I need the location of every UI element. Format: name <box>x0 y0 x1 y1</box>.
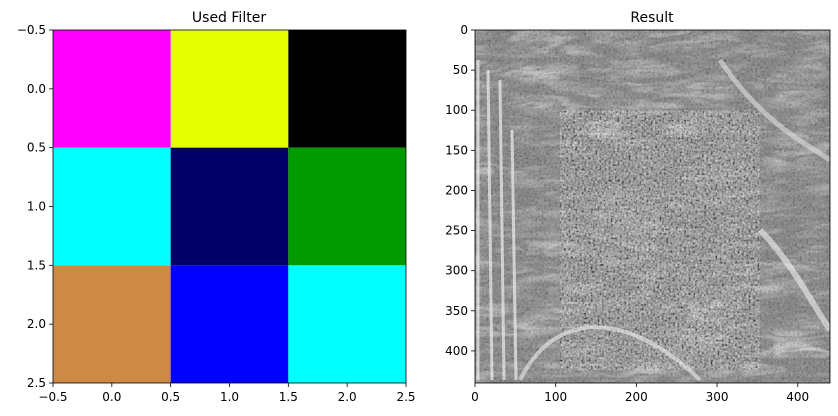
filter-y-tick-label: 0.0 <box>27 82 46 96</box>
filter-x-tick-label: 1.5 <box>279 390 298 404</box>
filter-y-tick-label: 0.5 <box>27 141 46 155</box>
result-x-tick-label: 300 <box>706 390 729 404</box>
filter-y-tick-label: 2.5 <box>27 376 46 390</box>
filter-x-tick-label: −0.5 <box>38 390 67 404</box>
result-image <box>475 30 830 383</box>
result-x-tick-label: 200 <box>625 390 648 404</box>
filter-cell-r0-c0 <box>53 30 171 148</box>
filter-cell-r2-c2 <box>288 265 406 383</box>
filter-x-axis: −0.5 0.0 0.5 1.0 1.5 2.0 2.5 <box>38 383 416 404</box>
filter-y-tick-label: 1.5 <box>27 258 46 272</box>
filter-x-tick-label: 2.5 <box>396 390 415 404</box>
filter-panel-title: Used Filter <box>192 10 266 26</box>
filter-cell-r1-c2 <box>288 147 406 266</box>
result-x-tick-label: 100 <box>544 390 567 404</box>
result-x-axis: 0 100 200 300 400 <box>471 383 809 404</box>
filter-y-tick-label: 2.0 <box>27 317 46 331</box>
filter-panel: Used Filter −0.5 0.0 0.5 1.0 1.5 2.0 2.5 −0.5 0… <box>17 10 416 404</box>
filter-y-tick-label: 1.0 <box>27 200 46 214</box>
result-y-tick-label: 400 <box>445 344 468 358</box>
filter-cell-r1-c1 <box>170 147 289 266</box>
result-y-tick-label: 150 <box>445 143 468 157</box>
filter-x-tick-label: 1.0 <box>220 390 239 404</box>
filter-x-tick-label: 0.0 <box>102 390 121 404</box>
result-y-tick-label: 300 <box>445 264 468 278</box>
filter-cells <box>53 30 406 383</box>
result-y-tick-label: 250 <box>445 224 468 238</box>
filter-cell-r2-c0 <box>53 265 171 383</box>
filter-cell-r1-c0 <box>53 147 171 266</box>
result-y-tick-label: 350 <box>445 304 468 318</box>
result-y-tick-label: 50 <box>453 63 468 77</box>
result-y-axis: 0 50 100 150 200 250 300 350 400 <box>445 23 475 358</box>
filter-y-axis: −0.5 0.0 0.5 1.0 1.5 2.0 2.5 <box>17 23 53 390</box>
filter-y-tick-label: −0.5 <box>17 23 46 37</box>
filter-x-tick-label: 2.0 <box>338 390 357 404</box>
filter-cell-r0-c2 <box>288 30 406 148</box>
filter-x-tick-label: 0.5 <box>161 390 180 404</box>
result-axes-frame <box>474 29 831 384</box>
result-panel-title: Result <box>630 10 674 26</box>
result-y-tick-label: 200 <box>445 183 468 197</box>
result-panel: Result 0 100 200 300 400 0 50 100 150 200 250 300 3… <box>445 10 831 404</box>
filter-cell-r2-c1 <box>170 265 289 383</box>
result-x-tick-label: 400 <box>786 390 809 404</box>
filter-cell-r0-c1 <box>170 30 289 148</box>
result-x-tick-label: 0 <box>471 390 479 404</box>
result-y-tick-label: 0 <box>460 23 468 37</box>
result-y-tick-label: 100 <box>445 103 468 117</box>
